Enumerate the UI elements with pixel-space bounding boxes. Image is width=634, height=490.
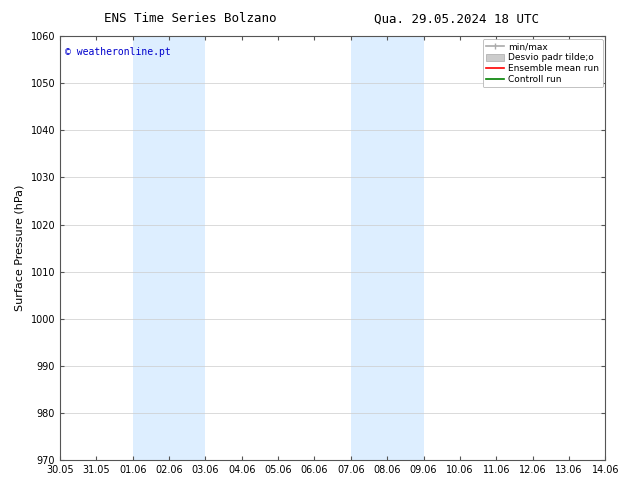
Legend: min/max, Desvio padr tilde;o, Ensemble mean run, Controll run: min/max, Desvio padr tilde;o, Ensemble m… <box>482 39 602 88</box>
Text: © weatheronline.pt: © weatheronline.pt <box>65 47 171 57</box>
Bar <box>133 36 205 460</box>
Y-axis label: Surface Pressure (hPa): Surface Pressure (hPa) <box>15 185 25 311</box>
Text: ENS Time Series Bolzano: ENS Time Series Bolzano <box>104 12 276 25</box>
Text: Qua. 29.05.2024 18 UTC: Qua. 29.05.2024 18 UTC <box>374 12 539 25</box>
Bar <box>351 36 424 460</box>
